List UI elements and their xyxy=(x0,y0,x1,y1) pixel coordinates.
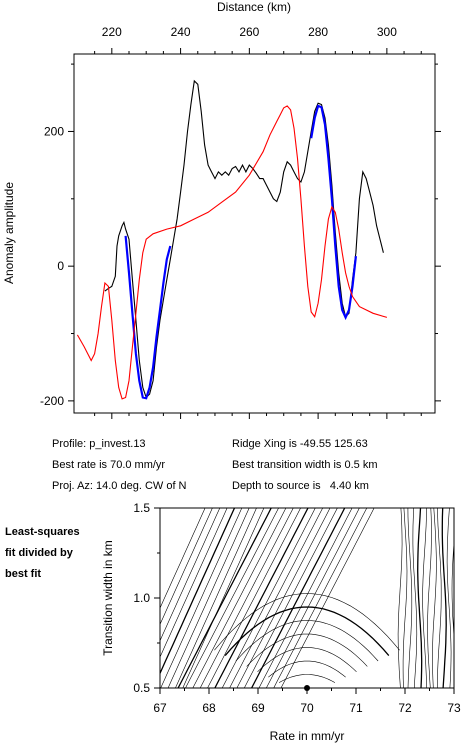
anomaly-chart: 220 240 260 280 300 -200 0 200 Distance (km) An… xyxy=(2,0,441,419)
contour-line xyxy=(160,508,228,658)
depth-text: Depth to source is 4.40 km xyxy=(232,480,369,492)
contour-line xyxy=(427,508,432,688)
contour-line xyxy=(229,508,323,688)
contour-lines xyxy=(160,508,454,688)
best-fit-marker xyxy=(304,685,310,691)
best-fit-point xyxy=(304,685,310,691)
contour-axis-ticks: 67 68 69 70 71 72 73 0.5 1.0 1.5 xyxy=(133,501,461,715)
best-width-text: Best transition width is 0.5 km xyxy=(232,459,378,471)
contour-line xyxy=(451,537,454,642)
contour-line xyxy=(268,660,346,678)
contour-line xyxy=(278,674,336,683)
rate-tick-label: 72 xyxy=(398,701,412,715)
x-tick-label: 300 xyxy=(377,25,397,39)
contour-line xyxy=(246,633,368,667)
contour-line xyxy=(266,508,360,688)
x-tick-label: 220 xyxy=(102,25,122,39)
contour-line xyxy=(175,508,257,688)
contour-line xyxy=(441,508,447,688)
contour-line xyxy=(160,508,243,688)
rate-tick-label: 69 xyxy=(251,701,265,715)
contour-line xyxy=(244,508,338,688)
x-tick-label: 260 xyxy=(239,25,259,39)
contour-line xyxy=(224,606,390,657)
contour-line xyxy=(177,508,272,688)
contour-line xyxy=(185,508,279,688)
width-tick-label: 1.5 xyxy=(133,501,150,515)
contour-line xyxy=(422,508,427,688)
contour-line xyxy=(160,508,221,642)
side-label: Least-squares fit divided by best fit xyxy=(5,526,80,580)
contour-line xyxy=(273,508,368,688)
contour-line xyxy=(199,508,294,688)
contour-line xyxy=(182,508,265,688)
side-label-line-3: best fit xyxy=(5,568,41,580)
contour-line xyxy=(160,508,213,626)
anomaly-series xyxy=(76,79,388,400)
contour-line xyxy=(214,593,400,651)
y-tick-label: 0 xyxy=(57,259,64,273)
contour-line xyxy=(160,508,236,675)
contour-line xyxy=(417,508,423,688)
x-tick-label: 280 xyxy=(308,25,328,39)
contour-line xyxy=(402,508,408,688)
side-label-line-2: fit divided by xyxy=(5,547,74,559)
contour-line xyxy=(412,508,418,688)
contour-line xyxy=(257,647,357,673)
series-line-2 xyxy=(124,104,357,400)
anomaly-axis-ticks: 220 240 260 280 300 -200 0 200 xyxy=(40,25,441,419)
contour-line xyxy=(207,508,301,688)
y-tick-label: -200 xyxy=(40,394,64,408)
x-axis-title: Distance (km) xyxy=(217,0,291,14)
contour-line xyxy=(221,508,316,688)
contour-x-axis-title: Rate in mm/yr xyxy=(270,729,345,743)
y-axis-title: Anomaly amplitude xyxy=(2,182,16,284)
contour-line xyxy=(160,508,206,609)
series-line-3 xyxy=(76,105,388,400)
rate-tick-label: 73 xyxy=(447,701,461,715)
contour-line xyxy=(251,508,346,688)
contour-line xyxy=(167,508,250,688)
width-tick-label: 1.0 xyxy=(133,591,150,605)
x-tick-label: 240 xyxy=(171,25,191,39)
contour-line xyxy=(235,620,379,662)
info-block: Profile: p_invest.13 Best rate is 70.0 m… xyxy=(52,438,378,492)
width-tick-label: 0.5 xyxy=(133,681,150,695)
ridge-xing-text: Ridge Xing is -49.55 125.63 xyxy=(232,438,368,450)
y-tick-label: 200 xyxy=(44,124,64,138)
anomaly-plot-frame xyxy=(73,53,436,414)
contour-line xyxy=(432,508,437,688)
contour-chart: 67 68 69 70 71 72 73 0.5 1.0 1.5 Rate in mm/yr Tr… xyxy=(101,501,461,743)
side-label-line-1: Least-squares xyxy=(5,526,80,538)
contour-line xyxy=(397,508,403,688)
contour-line xyxy=(280,508,375,688)
contour-line xyxy=(407,508,413,688)
rate-tick-label: 71 xyxy=(349,701,363,715)
contour-line xyxy=(214,508,309,688)
contour-y-axis-title: Transition width in km xyxy=(101,540,115,656)
contour-line xyxy=(236,508,331,688)
rate-tick-label: 67 xyxy=(153,701,167,715)
rate-tick-label: 70 xyxy=(300,701,314,715)
contour-line xyxy=(192,508,287,688)
proj-az-text: Proj. Az: 14.0 deg. CW of N xyxy=(52,480,187,492)
contour-line xyxy=(446,508,452,688)
contour-line xyxy=(437,508,442,688)
best-rate-text: Best rate is 70.0 mm/yr xyxy=(52,459,165,471)
profile-text: Profile: p_invest.13 xyxy=(52,438,146,450)
rate-tick-label: 68 xyxy=(202,701,216,715)
